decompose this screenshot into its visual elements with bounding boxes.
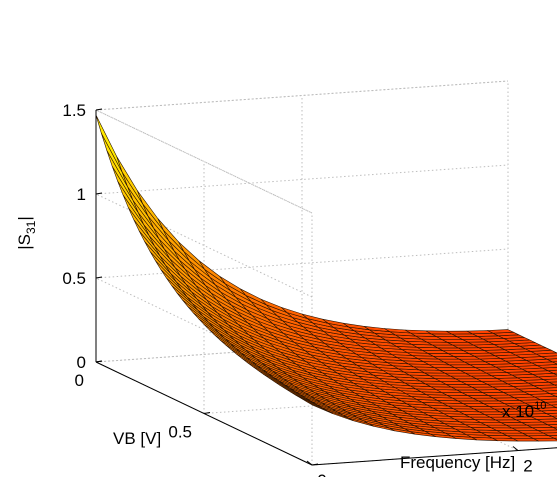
surface-mesh xyxy=(95,114,557,442)
z-tick xyxy=(95,192,103,195)
tick-labels: 00.511.500.51024 xyxy=(62,101,532,477)
surface-patch xyxy=(95,114,123,173)
z-tick-label: 1 xyxy=(77,185,86,204)
x-tick-label: 2 xyxy=(523,457,532,476)
grid-line xyxy=(95,80,509,111)
y-axis-label: VB [V] xyxy=(113,429,161,448)
x-axis-label: Frequency [Hz] xyxy=(400,453,515,472)
y-tick xyxy=(311,463,319,466)
y-tick-label: 0 xyxy=(75,371,84,390)
x-tick xyxy=(512,446,519,451)
y-tick-label: 1 xyxy=(291,474,300,477)
x-axis-multiplier: x 1010 xyxy=(502,400,546,421)
x-tick xyxy=(306,460,313,466)
axis-frame xyxy=(95,108,557,466)
y-tick-label: 0.5 xyxy=(168,423,192,442)
z-tick-label: 0.5 xyxy=(62,269,86,288)
y-tick xyxy=(95,360,103,363)
z-tick xyxy=(95,108,103,111)
z-axis-label: |S31| xyxy=(15,216,38,250)
surface-patch xyxy=(106,150,134,201)
z-tick-label: 1.5 xyxy=(62,101,86,120)
z-tick xyxy=(95,276,103,279)
y-tick xyxy=(203,412,211,414)
surface-patch xyxy=(101,133,128,187)
x-tick-label: 0 xyxy=(317,471,326,477)
z-tick-label: 0 xyxy=(77,353,86,372)
